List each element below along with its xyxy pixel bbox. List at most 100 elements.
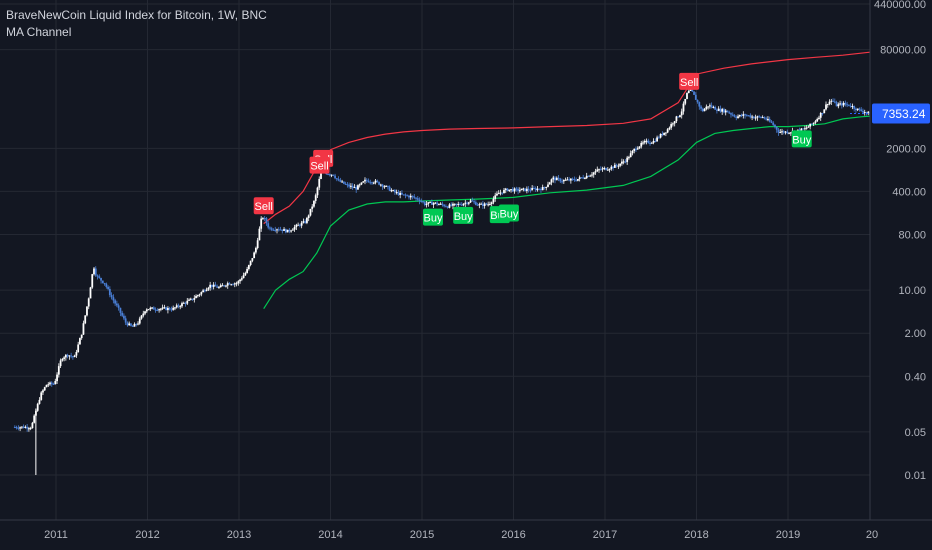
candle-body (480, 203, 483, 205)
candle-body (339, 179, 342, 182)
candle-body (664, 132, 667, 134)
candle-body (40, 392, 43, 400)
candle-body (320, 171, 322, 179)
candle-body (819, 113, 822, 118)
candle-body (149, 307, 152, 310)
buy-signal[interactable]: Buy (453, 206, 474, 224)
candle-body (228, 283, 231, 285)
chart-title[interactable]: BraveNewCoin Liquid Index for Bitcoin, 1… (6, 8, 267, 22)
candle-body (156, 309, 159, 311)
candle-body (420, 201, 423, 203)
y-tick-label: 0.01 (905, 470, 926, 482)
buy-signal[interactable]: Buy (422, 208, 443, 226)
candle-body (459, 203, 461, 205)
candle-body (219, 285, 222, 288)
candle-body (497, 193, 500, 195)
candle-body (61, 358, 64, 361)
x-axis[interactable]: 2011 2012 2013 2014 2015 2016 2017 2018 2019 20 (44, 529, 878, 541)
y-axis[interactable]: 440000.00 80000.00 2000.00 400.00 80.00 10.00… (874, 0, 926, 482)
candle-body (707, 106, 710, 108)
candle-body (114, 300, 117, 304)
candle-body (101, 280, 104, 284)
candle-body (738, 114, 741, 117)
candle-body (126, 322, 129, 326)
candle-body (663, 132, 666, 135)
candle-body (721, 109, 724, 112)
candle-body (599, 169, 602, 171)
candle-body (80, 334, 83, 339)
sell-signal[interactable]: Sell (309, 156, 330, 174)
candle-body (540, 189, 542, 191)
candle-body (49, 382, 51, 385)
candle-body (499, 192, 502, 194)
candle-body (673, 121, 676, 124)
candle-body (584, 178, 586, 180)
candle-body (313, 200, 315, 207)
candle-body (520, 188, 523, 191)
candle-body (64, 354, 67, 358)
candle-body (174, 307, 176, 309)
candle-body (253, 252, 256, 259)
sell-signal[interactable]: Sell (679, 72, 700, 90)
candle-body (19, 427, 22, 429)
candle-body (145, 309, 148, 312)
candle-body (251, 258, 254, 261)
candle-body (147, 309, 150, 311)
candle-body (620, 161, 623, 164)
candle-body (401, 192, 403, 195)
candle-body (855, 108, 857, 111)
candle-body (123, 315, 125, 319)
candle-body (786, 131, 789, 134)
candle-body (443, 204, 446, 207)
candle-body (284, 229, 287, 233)
candle-body (782, 131, 785, 133)
candle-body (481, 203, 484, 207)
candle-body (851, 106, 854, 108)
candle-body (728, 112, 731, 114)
candle-body (585, 175, 588, 179)
buy-signal[interactable]: Buy (791, 130, 812, 148)
candle-body (768, 118, 771, 122)
candle-body (474, 202, 477, 205)
buy-signal[interactable]: Buy (498, 204, 519, 222)
buy-signal-label: Buy (499, 209, 518, 221)
candle-body (87, 298, 90, 307)
indicator-name[interactable]: MA Channel (6, 25, 72, 39)
candle-body (390, 190, 393, 192)
candle-body (569, 178, 572, 181)
candle-body (645, 140, 648, 142)
sell-signal[interactable]: Sell (253, 197, 274, 215)
candle-body (286, 229, 289, 233)
candle-body (536, 188, 539, 191)
candle-body (121, 312, 124, 316)
candle-body (362, 181, 365, 183)
candle-body (52, 383, 55, 385)
candle-body (203, 290, 206, 292)
candle-body (167, 307, 169, 311)
candle-body (298, 224, 301, 226)
candle-body (803, 128, 806, 130)
buy-signal-box (453, 206, 474, 224)
candle-body (38, 399, 41, 404)
candle-body (314, 195, 317, 201)
candle-body (462, 203, 465, 206)
candle-body (800, 128, 803, 132)
candle-body (744, 114, 746, 116)
sell-signal-box (679, 72, 700, 90)
candle-body (672, 123, 674, 125)
candle-body (256, 240, 259, 249)
candle-body (846, 104, 849, 106)
candle-body (397, 192, 400, 195)
candle-body (735, 116, 738, 118)
candle-body (425, 203, 428, 206)
candle-body (626, 157, 629, 162)
candle-body (307, 215, 310, 218)
candle-body (342, 181, 345, 184)
candle-body (263, 218, 266, 220)
candle-body (175, 305, 178, 308)
candle-body (701, 108, 704, 112)
candle-body (230, 284, 233, 286)
candle-body (158, 309, 161, 311)
candle-body (413, 196, 416, 198)
